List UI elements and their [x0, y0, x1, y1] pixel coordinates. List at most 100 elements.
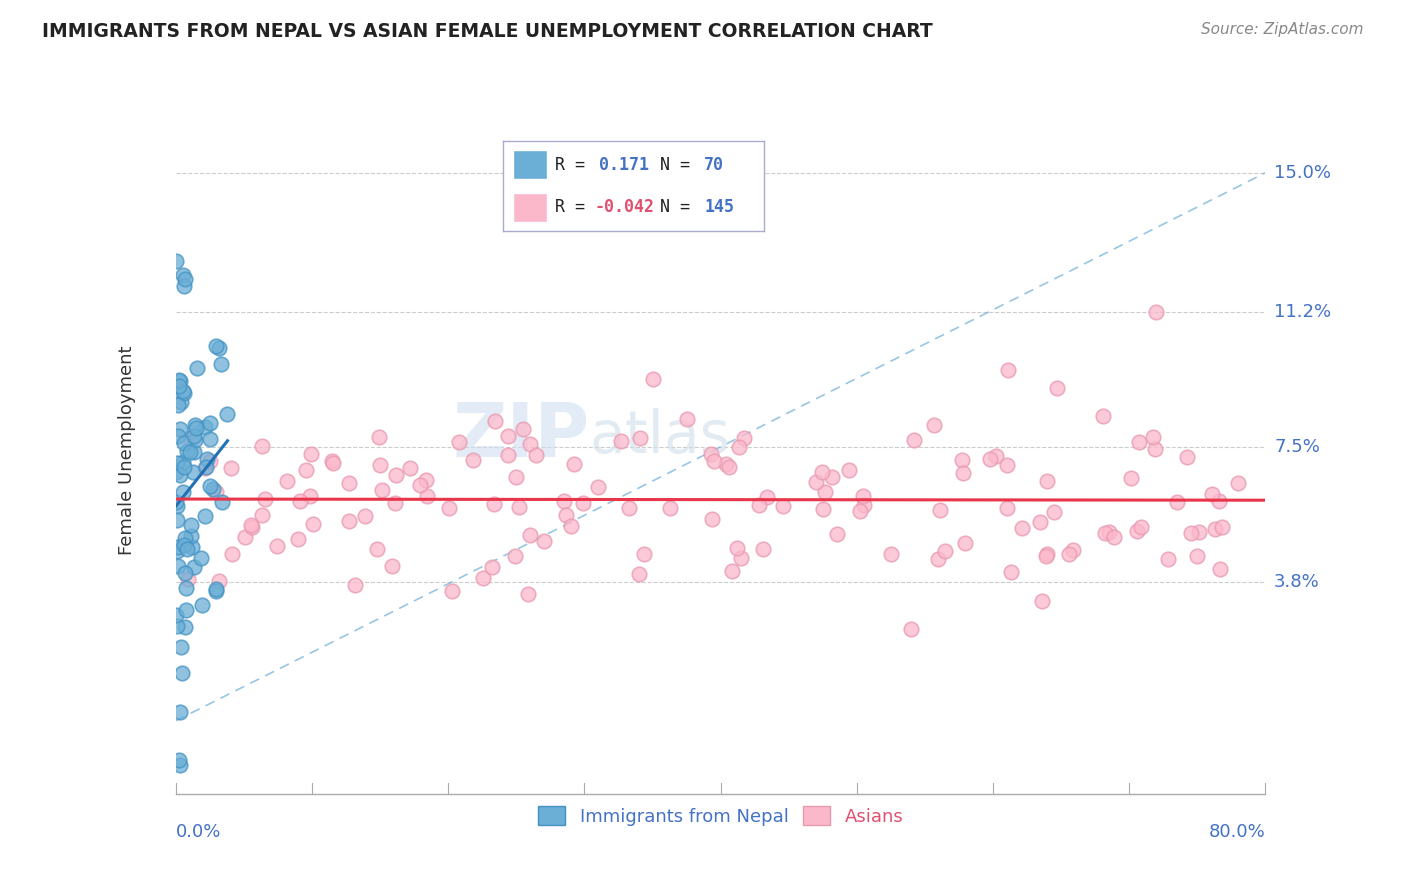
Point — [955, 536, 977, 550]
Point — [1128, 435, 1150, 450]
Point — [1000, 565, 1022, 579]
Point — [240, 520, 263, 534]
Point — [852, 489, 875, 503]
Point — [756, 491, 779, 505]
Text: 0.0%: 0.0% — [176, 823, 221, 841]
Point — [184, 433, 207, 447]
Point — [204, 339, 226, 353]
Point — [633, 547, 655, 561]
Point — [586, 480, 609, 494]
Point — [553, 494, 575, 508]
Point — [416, 489, 439, 503]
Point — [302, 517, 325, 532]
Point — [195, 451, 218, 466]
Text: N =: N = — [659, 155, 700, 174]
Text: 7.5%: 7.5% — [1274, 438, 1320, 456]
Text: 0.171: 0.171 — [599, 155, 650, 174]
Point — [174, 603, 197, 617]
Point — [804, 475, 827, 489]
Point — [927, 551, 949, 566]
Point — [252, 439, 274, 453]
Point — [193, 420, 215, 434]
Point — [1166, 495, 1188, 509]
Point — [173, 460, 195, 475]
Point — [166, 499, 188, 513]
Point — [186, 361, 208, 376]
Point — [266, 539, 288, 553]
Point — [299, 489, 322, 503]
Point — [183, 445, 205, 459]
Point — [519, 436, 541, 450]
Point — [934, 544, 956, 558]
Point — [1043, 505, 1066, 519]
Point — [166, 456, 188, 470]
Point — [471, 571, 494, 585]
Point — [1208, 562, 1230, 576]
Point — [173, 386, 195, 401]
Point — [169, 422, 191, 436]
Point — [1062, 542, 1084, 557]
Point — [176, 444, 198, 458]
Point — [371, 483, 394, 497]
Text: 145: 145 — [704, 198, 734, 217]
Point — [166, 619, 188, 633]
Point — [484, 414, 506, 428]
Text: 15.0%: 15.0% — [1274, 164, 1331, 182]
Point — [1029, 515, 1052, 529]
Point — [221, 547, 243, 561]
Point — [838, 462, 860, 476]
Point — [449, 434, 471, 449]
Text: R =: R = — [555, 198, 595, 217]
Point — [415, 473, 437, 487]
Point — [180, 529, 202, 543]
Point — [1142, 429, 1164, 443]
Point — [381, 558, 404, 573]
Point — [368, 458, 391, 472]
Point — [172, 384, 194, 398]
Point — [811, 465, 834, 479]
Point — [219, 461, 242, 475]
Point — [170, 665, 193, 680]
Point — [176, 541, 198, 556]
Point — [1035, 547, 1057, 561]
Point — [560, 518, 582, 533]
Point — [409, 478, 432, 492]
Point — [628, 566, 651, 581]
Point — [562, 457, 585, 471]
Point — [174, 271, 197, 285]
Point — [1046, 381, 1069, 395]
Point — [165, 465, 187, 479]
Point — [166, 513, 188, 527]
Point — [177, 572, 200, 586]
Point — [253, 491, 276, 506]
Point — [1126, 524, 1149, 539]
Point — [208, 574, 231, 589]
Point — [290, 494, 312, 508]
Point — [166, 429, 188, 443]
Point — [167, 372, 190, 386]
Point — [1057, 547, 1080, 561]
Point — [165, 253, 187, 268]
Point — [554, 508, 576, 522]
Bar — [513, 151, 547, 179]
Point — [482, 497, 505, 511]
Point — [169, 374, 191, 388]
Point — [184, 421, 207, 435]
Point — [193, 509, 215, 524]
Text: IMMIGRANTS FROM NEPAL VS ASIAN FEMALE UNEMPLOYMENT CORRELATION CHART: IMMIGRANTS FROM NEPAL VS ASIAN FEMALE UN… — [42, 22, 934, 41]
Point — [727, 440, 749, 454]
Point — [952, 467, 974, 481]
Point — [643, 372, 665, 386]
Point — [173, 620, 195, 634]
Point — [772, 500, 794, 514]
Point — [208, 341, 231, 355]
Point — [172, 268, 194, 282]
Point — [173, 279, 195, 293]
Point — [721, 565, 744, 579]
Point — [183, 429, 205, 443]
Point — [922, 417, 945, 432]
Point — [215, 407, 238, 421]
Point — [995, 500, 1018, 515]
Text: 80.0%: 80.0% — [1209, 823, 1265, 841]
Point — [169, 468, 191, 483]
